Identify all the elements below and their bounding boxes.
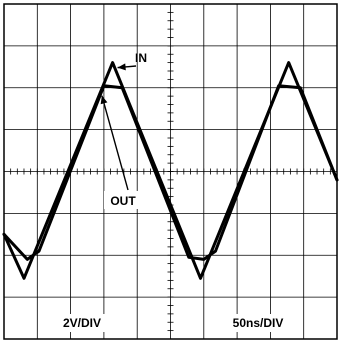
annotation-label-out-bg — [104, 191, 142, 209]
trace-out — [2, 84, 339, 261]
trace-in — [2, 61, 339, 280]
center-axis-ticks — [10, 11, 331, 332]
annotation-label-out: OUT — [110, 194, 136, 208]
volts-label-bg — [54, 314, 110, 332]
annotation-arrow-in — [117, 63, 137, 71]
traces — [2, 61, 339, 280]
time-per-div-label: 50ns/DIV — [233, 316, 284, 330]
scale-labels: 2V/DIV 50ns/DIV — [54, 314, 296, 332]
volts-per-div-label: 2V/DIV — [63, 316, 101, 330]
annotation-arrow-out-head — [100, 95, 108, 105]
annotation-label-in: IN — [135, 51, 147, 65]
time-label-bg — [220, 314, 296, 332]
annotation-arrow-out-shaft — [101, 95, 129, 191]
plot-frame — [3, 3, 338, 340]
annotation-arrow-out — [100, 95, 129, 191]
annotations: IN OUT — [100, 51, 147, 209]
annotation-arrow-in-head — [117, 63, 126, 71]
